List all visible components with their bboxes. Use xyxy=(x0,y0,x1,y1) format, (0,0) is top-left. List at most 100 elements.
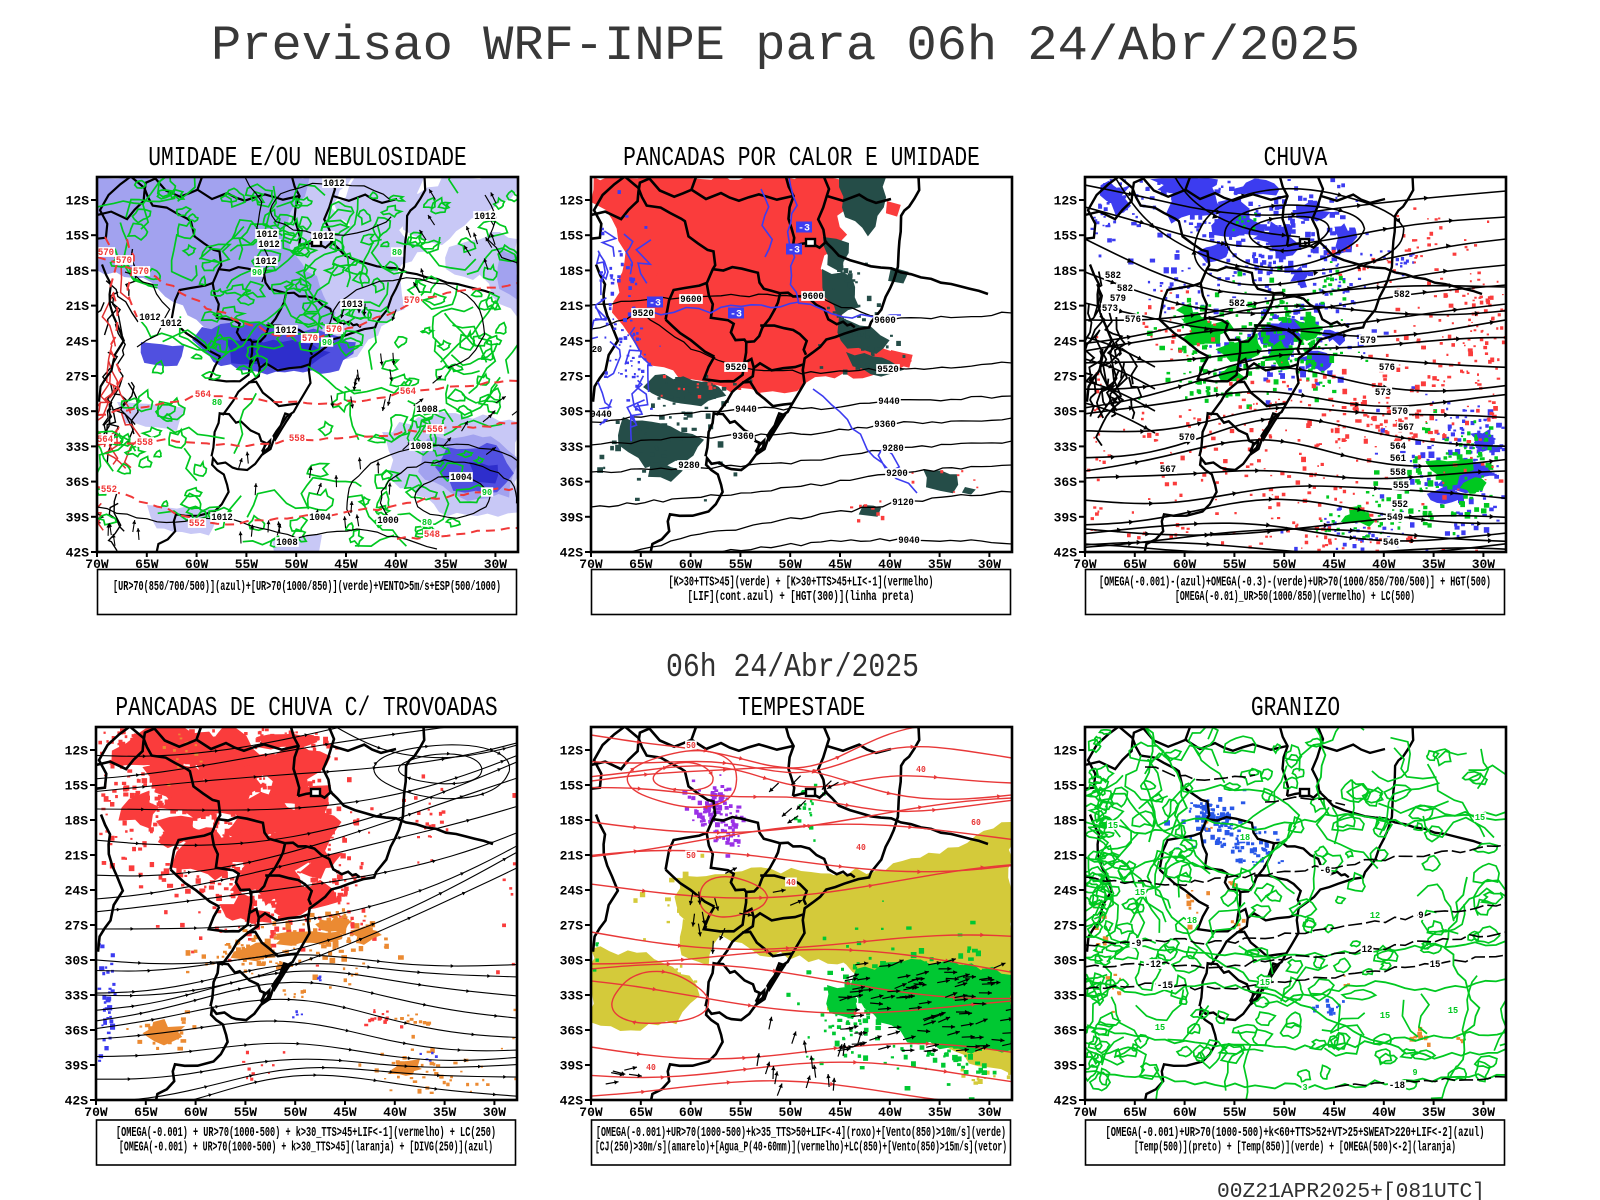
svg-text:15: 15 xyxy=(1108,820,1119,831)
svg-text:70W: 70W xyxy=(85,557,109,572)
svg-text:00Z21APR2025+[081UTC]: 00Z21APR2025+[081UTC] xyxy=(1217,1180,1485,1200)
svg-text:30S: 30S xyxy=(65,954,89,969)
svg-text:552: 552 xyxy=(101,485,117,496)
svg-text:1012: 1012 xyxy=(312,232,334,243)
svg-text:30W: 30W xyxy=(1472,557,1496,572)
svg-text:30W: 30W xyxy=(483,1105,507,1120)
svg-text:45W: 45W xyxy=(334,557,358,572)
svg-text:570: 570 xyxy=(133,267,149,278)
svg-text:564: 564 xyxy=(97,435,113,446)
svg-text:65W: 65W xyxy=(629,557,653,572)
svg-text:CHUVA: CHUVA xyxy=(1264,144,1328,174)
svg-text:35W: 35W xyxy=(1422,1105,1446,1120)
svg-text:90: 90 xyxy=(482,487,493,498)
svg-text:18S: 18S xyxy=(66,264,90,279)
svg-text:15: 15 xyxy=(1380,1010,1391,1021)
svg-text:567: 567 xyxy=(1160,465,1176,476)
svg-text:42S: 42S xyxy=(560,546,584,561)
svg-text:30S: 30S xyxy=(560,405,584,420)
svg-text:582: 582 xyxy=(1394,290,1410,301)
svg-text:18S: 18S xyxy=(1054,264,1078,279)
svg-text:70W: 70W xyxy=(84,1105,108,1120)
svg-text:15S: 15S xyxy=(560,779,584,794)
svg-text:12S: 12S xyxy=(560,194,584,209)
svg-text:1008: 1008 xyxy=(410,442,432,453)
svg-text:[OMEGA(-0.001)+UR>70(1000-500): [OMEGA(-0.001)+UR>70(1000-500)+k<60+TTS>… xyxy=(1106,1125,1485,1141)
svg-text:45W: 45W xyxy=(828,1105,852,1120)
svg-text:18: 18 xyxy=(1187,915,1198,926)
svg-text:24S: 24S xyxy=(560,884,584,899)
svg-text:12: 12 xyxy=(1370,910,1381,921)
svg-text:582: 582 xyxy=(1229,299,1245,310)
svg-text:15S: 15S xyxy=(66,229,90,244)
svg-text:33S: 33S xyxy=(560,989,584,1004)
svg-text:27S: 27S xyxy=(1054,919,1078,934)
svg-text:24S: 24S xyxy=(560,334,584,349)
svg-text:9440: 9440 xyxy=(590,410,612,421)
svg-text:9360: 9360 xyxy=(732,432,754,443)
svg-text:15: 15 xyxy=(1260,977,1271,988)
svg-text:570: 570 xyxy=(326,325,342,336)
svg-text:-18: -18 xyxy=(1389,1081,1405,1092)
svg-text:15S: 15S xyxy=(1054,779,1078,794)
svg-text:9600: 9600 xyxy=(680,295,702,306)
svg-text:570: 570 xyxy=(1179,433,1195,444)
svg-text:1012: 1012 xyxy=(275,326,297,337)
svg-text:40W: 40W xyxy=(384,557,408,572)
svg-text:30S: 30S xyxy=(1054,405,1078,420)
svg-text:60W: 60W xyxy=(1173,557,1197,572)
svg-text:45W: 45W xyxy=(333,1105,357,1120)
svg-text:1012: 1012 xyxy=(211,513,233,524)
svg-text:70W: 70W xyxy=(579,557,603,572)
svg-text:1013: 1013 xyxy=(341,300,363,311)
svg-text:576: 576 xyxy=(1125,315,1141,326)
svg-text:[OMEGA(-0.001)-(azul)+OMEGA(-0: [OMEGA(-0.001)-(azul)+OMEGA(-0.3)-(verde… xyxy=(1099,575,1491,591)
svg-text:18S: 18S xyxy=(1054,814,1078,829)
svg-text:567: 567 xyxy=(1398,423,1414,434)
svg-text:TEMPESTADE: TEMPESTADE xyxy=(738,694,865,724)
svg-text:1008: 1008 xyxy=(416,405,438,416)
svg-text:40W: 40W xyxy=(1372,1105,1396,1120)
svg-text:582: 582 xyxy=(1105,271,1121,282)
svg-text:40W: 40W xyxy=(878,1105,902,1120)
svg-text:40: 40 xyxy=(786,878,796,888)
svg-text:33S: 33S xyxy=(1054,440,1078,455)
svg-text:30W: 30W xyxy=(978,557,1002,572)
svg-text:582: 582 xyxy=(1117,284,1133,295)
svg-text:12S: 12S xyxy=(66,194,90,209)
svg-text:40: 40 xyxy=(646,1063,656,1073)
svg-text:-12: -12 xyxy=(1145,960,1161,971)
svg-text:9520: 9520 xyxy=(632,309,654,320)
svg-text:65W: 65W xyxy=(134,1105,158,1120)
svg-text:21S: 21S xyxy=(65,849,89,864)
svg-text:1012: 1012 xyxy=(474,212,496,223)
svg-text:[OMEGA(-0.001) + UR>70(1000-50: [OMEGA(-0.001) + UR>70(1000-500) + k>30_… xyxy=(119,1140,493,1156)
svg-text:18S: 18S xyxy=(560,814,584,829)
svg-text:42S: 42S xyxy=(1054,546,1078,561)
svg-text:60: 60 xyxy=(971,818,981,828)
svg-text:39S: 39S xyxy=(65,1059,89,1074)
svg-text:15: 15 xyxy=(1430,960,1441,971)
svg-text:65W: 65W xyxy=(1123,557,1147,572)
svg-text:558: 558 xyxy=(289,434,305,445)
svg-text:579: 579 xyxy=(1360,336,1376,347)
svg-text:15S: 15S xyxy=(560,229,584,244)
svg-text:UMIDADE E/OU NEBULOSIDADE: UMIDADE E/OU NEBULOSIDADE xyxy=(148,144,467,174)
svg-text:-3: -3 xyxy=(798,224,810,235)
svg-text:[K>30+TTS>45](verde) + [K>30+T: [K>30+TTS>45](verde) + [K>30+TTS>45+LI<-… xyxy=(669,575,934,591)
svg-text:55W: 55W xyxy=(729,557,753,572)
svg-text:549: 549 xyxy=(1387,513,1403,524)
svg-text:40W: 40W xyxy=(878,557,902,572)
svg-text:42S: 42S xyxy=(1054,1094,1078,1109)
svg-text:42S: 42S xyxy=(560,1094,584,1109)
svg-text:39S: 39S xyxy=(1054,1059,1078,1074)
svg-text:1012: 1012 xyxy=(256,230,278,241)
svg-text:570: 570 xyxy=(404,296,420,307)
svg-text:24S: 24S xyxy=(66,334,90,349)
svg-text:9: 9 xyxy=(1418,911,1423,922)
svg-text:570: 570 xyxy=(116,256,132,267)
svg-text:65W: 65W xyxy=(135,557,159,572)
svg-text:570: 570 xyxy=(98,248,114,259)
svg-text:1000: 1000 xyxy=(377,516,399,527)
svg-text:552: 552 xyxy=(1392,500,1408,511)
